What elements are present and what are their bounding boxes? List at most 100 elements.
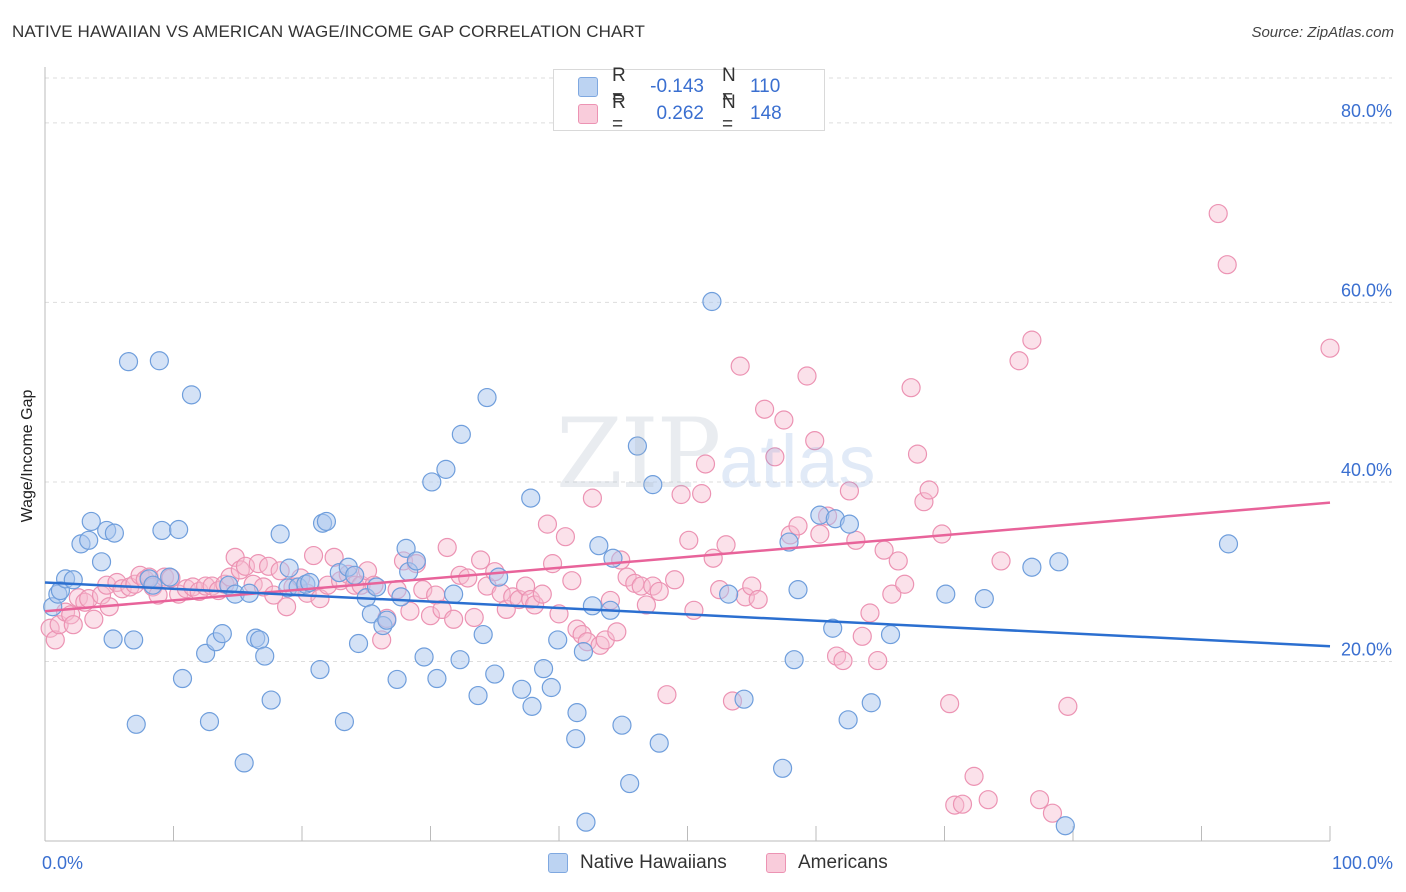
native-hawaiian-point [348, 633, 369, 654]
native-hawaiian-point [566, 729, 586, 749]
american-point [991, 551, 1011, 571]
native-hawaiian-point [839, 514, 860, 534]
native-hawaiian-point [427, 668, 447, 689]
american-point [590, 635, 610, 655]
native-hawaiian-point [838, 710, 858, 730]
native-hawaiian-point [261, 690, 281, 710]
native-hawaiian-point [489, 567, 509, 587]
axes [44, 67, 1331, 842]
legend-swatch-blue [578, 77, 598, 97]
native-hawaiian-point [451, 424, 471, 444]
american-point [112, 579, 132, 599]
legend-swatch-pink [578, 104, 598, 124]
native-hawaiian-point [279, 558, 299, 578]
native-hawaiian-point [861, 693, 881, 713]
american-point [788, 516, 808, 536]
american-point [964, 766, 984, 786]
native-hawaiian-point [936, 584, 956, 604]
native-hawaiian-point [255, 646, 275, 666]
american-point [1009, 351, 1029, 371]
n-value: 110 [750, 76, 781, 97]
american-point [464, 607, 484, 628]
american-point [665, 570, 685, 590]
native-hawaiian-point [406, 551, 426, 571]
r-label: R = [612, 92, 626, 135]
american-point [258, 556, 279, 576]
american-point [810, 524, 830, 544]
legend-label: Americans [798, 852, 888, 873]
american-point [1320, 338, 1340, 358]
american-point [607, 622, 627, 642]
native-hawaiian-point [143, 575, 163, 595]
native-hawaiian-point [823, 618, 843, 638]
american-point [765, 447, 785, 467]
n-label: N = [722, 92, 736, 135]
american-point [1058, 696, 1078, 716]
american-point [868, 650, 888, 671]
native-hawaiian-point [181, 385, 202, 405]
american-point [952, 794, 973, 814]
native-hawaiians-trend-line [44, 581, 1331, 648]
native-hawaiian-point [270, 524, 290, 544]
x-tick-label: 0.0% [42, 853, 83, 873]
native-hawaiian-point [589, 536, 609, 556]
american-point [45, 630, 65, 650]
native-hawaiian-point [974, 589, 994, 609]
american-point [730, 356, 750, 376]
american-point [703, 548, 723, 568]
native-hawaiian-point [391, 587, 411, 607]
native-hawaiian-point [702, 291, 722, 312]
american-point [420, 606, 441, 626]
native-hawaiian-point [649, 733, 669, 753]
american-point [888, 551, 908, 571]
r-label: R = [612, 65, 626, 108]
american-point [649, 581, 669, 602]
trend-lines [44, 501, 1331, 648]
american-point [901, 378, 921, 398]
native-hawaiian-point [450, 650, 470, 670]
american-point [692, 484, 712, 504]
american-point [846, 530, 866, 550]
native-hawaiian-point [548, 630, 568, 650]
source-credit: Source: ZipAtlas.com [1251, 24, 1394, 41]
native-hawaiian-point [414, 647, 434, 667]
native-hawaiian-point [1055, 816, 1075, 836]
r-value: -0.143 [650, 76, 704, 97]
american-point [276, 597, 297, 617]
n-label: N = [722, 65, 736, 108]
american-point [839, 481, 860, 501]
american-point [797, 366, 817, 386]
american-point [657, 685, 677, 705]
native-hawaiian-point [366, 577, 387, 597]
native-hawaiian-point [612, 715, 632, 735]
native-hawaiian-point [521, 488, 541, 508]
legend-item-native-hawaiians[interactable]: Native Hawaiians [548, 852, 727, 874]
american-point [671, 484, 691, 505]
american-point [458, 568, 478, 588]
american-point [524, 595, 545, 615]
native-hawaiian-point [169, 519, 189, 540]
native-hawaiian-point [104, 523, 124, 543]
american-point [754, 399, 775, 419]
native-hawaiian-point [199, 712, 220, 732]
watermark: ZIPatlas [556, 398, 876, 510]
y-axis-label: Wage/Income Gap [19, 389, 36, 523]
american-point [852, 626, 872, 646]
native-hawaiian-point [249, 630, 270, 650]
legend-swatch-blue [548, 853, 568, 873]
native-hawaiian-point [1218, 534, 1239, 554]
american-point [805, 431, 825, 451]
native-hawaiian-point [310, 659, 330, 680]
legend-item-americans[interactable]: Americans [766, 852, 888, 874]
native-hawaiian-point [126, 714, 146, 734]
american-point [400, 601, 420, 621]
american-point [945, 795, 965, 815]
y-tick-label: 80.0% [1341, 101, 1392, 121]
native-hawaiian-point [880, 624, 901, 645]
y-tick-label: 60.0% [1341, 280, 1392, 300]
americans-points [40, 203, 1340, 823]
native-hawaiian-point [212, 624, 232, 644]
native-hawaiian-point [1049, 552, 1069, 572]
american-point [303, 545, 324, 566]
